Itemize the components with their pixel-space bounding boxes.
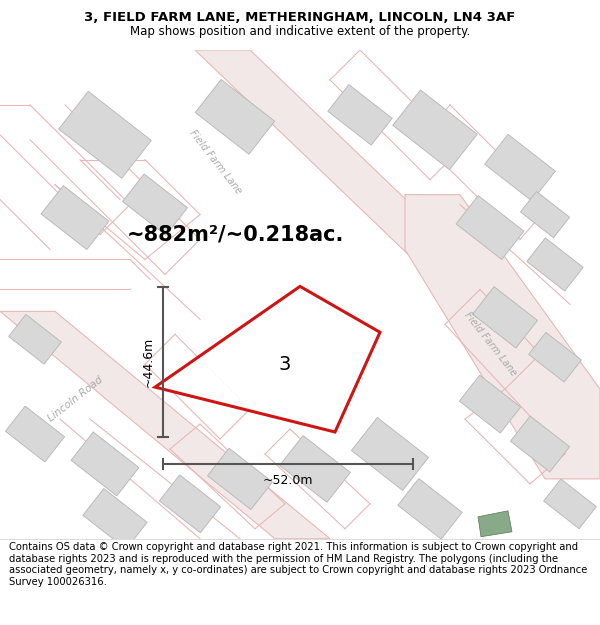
Polygon shape bbox=[59, 91, 151, 178]
Polygon shape bbox=[544, 479, 596, 529]
Text: Field Farm Lane: Field Farm Lane bbox=[187, 127, 243, 196]
Polygon shape bbox=[478, 511, 512, 537]
Polygon shape bbox=[405, 194, 600, 479]
Polygon shape bbox=[527, 238, 583, 291]
Polygon shape bbox=[208, 448, 272, 509]
Text: Field Farm Lane: Field Farm Lane bbox=[462, 311, 518, 378]
Polygon shape bbox=[71, 432, 139, 496]
Polygon shape bbox=[5, 406, 65, 462]
Polygon shape bbox=[398, 479, 462, 539]
Polygon shape bbox=[393, 90, 477, 169]
Polygon shape bbox=[195, 50, 510, 299]
Polygon shape bbox=[460, 375, 521, 433]
Text: Lincoln Road: Lincoln Road bbox=[46, 374, 104, 424]
Polygon shape bbox=[122, 174, 187, 235]
Polygon shape bbox=[8, 314, 61, 364]
Text: Map shows position and indicative extent of the property.: Map shows position and indicative extent… bbox=[130, 24, 470, 38]
Polygon shape bbox=[328, 84, 392, 145]
Text: ~882m²/~0.218ac.: ~882m²/~0.218ac. bbox=[127, 224, 344, 244]
Polygon shape bbox=[83, 489, 147, 549]
Polygon shape bbox=[155, 286, 380, 432]
Polygon shape bbox=[280, 436, 350, 502]
Polygon shape bbox=[520, 191, 569, 238]
Polygon shape bbox=[0, 311, 330, 539]
Polygon shape bbox=[352, 418, 428, 491]
Polygon shape bbox=[529, 332, 581, 382]
Polygon shape bbox=[473, 287, 538, 348]
Text: 3: 3 bbox=[279, 355, 291, 374]
Polygon shape bbox=[485, 134, 556, 201]
Polygon shape bbox=[511, 416, 569, 472]
Polygon shape bbox=[456, 196, 524, 259]
Text: ~44.6m: ~44.6m bbox=[142, 337, 155, 388]
Polygon shape bbox=[41, 186, 109, 249]
Text: ~52.0m: ~52.0m bbox=[263, 474, 313, 487]
Polygon shape bbox=[195, 79, 275, 154]
Text: 3, FIELD FARM LANE, METHERINGHAM, LINCOLN, LN4 3AF: 3, FIELD FARM LANE, METHERINGHAM, LINCOL… bbox=[85, 11, 515, 24]
Text: Contains OS data © Crown copyright and database right 2021. This information is : Contains OS data © Crown copyright and d… bbox=[9, 542, 587, 587]
Polygon shape bbox=[160, 475, 221, 532]
